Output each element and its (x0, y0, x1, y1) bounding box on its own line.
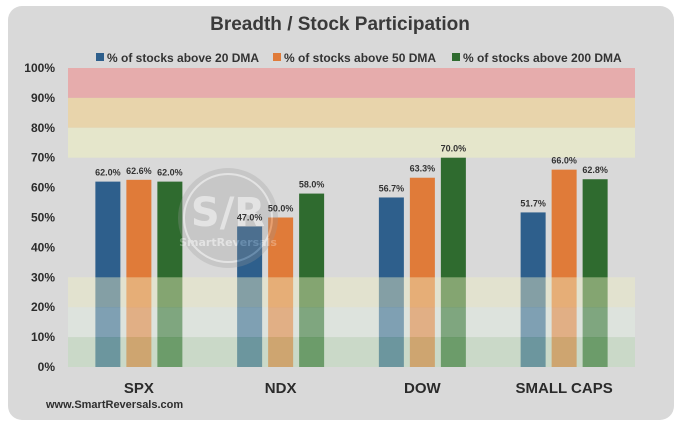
bar-ndx-s0 (237, 226, 263, 367)
bar-spx-s0 (95, 181, 121, 367)
y-tick-label: 90% (31, 91, 55, 105)
footer-url: www.SmartReversals.com (46, 399, 184, 411)
data-label: 58.0% (299, 180, 325, 190)
bar-dow-s0 (378, 197, 404, 367)
data-label: 63.3% (410, 164, 436, 174)
legend-label: % of stocks above 20 DMA (107, 51, 259, 65)
watermark-mark: S/R (191, 190, 265, 236)
legend-label: % of stocks above 50 DMA (284, 51, 436, 65)
bar-ndx-s2 (299, 193, 325, 367)
y-axis: 0% 10% 20% 30% 40% 50% 60% 70% 80% 90% 100% (24, 61, 55, 374)
data-label: 50.0% (268, 204, 294, 214)
data-label: 62.0% (95, 168, 121, 178)
y-tick-label: 10% (31, 330, 55, 344)
watermark-circle (178, 168, 278, 268)
data-label: 56.7% (379, 183, 405, 193)
y-tick-label: 60% (31, 181, 55, 195)
data-label: 62.0% (157, 168, 183, 178)
bar-small-caps-s0 (520, 212, 546, 367)
bar-dow-s2 (440, 157, 466, 367)
bar-spx-s1 (126, 179, 152, 367)
x-category-label: SMALL CAPS (516, 380, 613, 397)
legend-swatch (96, 53, 104, 61)
zone-band-3 (68, 277, 635, 308)
y-tick-label: 0% (38, 360, 56, 374)
legend-swatch (273, 53, 281, 61)
bar-small-caps-s1 (551, 169, 577, 367)
y-tick-label: 30% (31, 270, 55, 284)
zones-overlay (68, 277, 635, 367)
y-tick-label: 80% (31, 121, 55, 135)
y-tick-label: 100% (24, 61, 55, 75)
x-category-label: SPX (124, 380, 154, 397)
y-tick-label: 20% (31, 300, 55, 314)
zone-band-0 (68, 68, 635, 98)
x-axis: SPX NDX DOW SMALL CAPS (124, 380, 613, 397)
zone-band-4 (68, 307, 635, 338)
zone-band-1 (68, 97, 635, 128)
data-label: 62.6% (126, 166, 152, 176)
chart-title: Breadth / Stock Participation (210, 14, 470, 35)
zones-background (68, 68, 635, 158)
bar-dow-s1 (409, 177, 435, 367)
watermark-ring (183, 173, 273, 263)
data-label: 47.0% (237, 212, 263, 222)
data-label: 66.0% (551, 156, 577, 166)
bar-spx-s2 (157, 181, 183, 367)
y-tick-label: 70% (31, 151, 55, 165)
data-label: 70.0% (441, 144, 467, 154)
bar-small-caps-s2 (582, 179, 608, 367)
zone-band-5 (68, 337, 635, 367)
data-label: 62.8% (582, 165, 608, 175)
watermark-name: SmartReversals (179, 236, 277, 249)
x-category-label: NDX (265, 380, 297, 397)
y-tick-label: 40% (31, 240, 55, 254)
zone-band-2 (68, 127, 635, 158)
legend-label: % of stocks above 200 DMA (463, 51, 622, 65)
bars-layer (95, 157, 608, 367)
data-label: 51.7% (520, 198, 546, 208)
watermark-logo: S/R SmartReversals (178, 168, 278, 268)
data-labels-layer: 62.0% 62.6% 62.0% 47.0% 50.0% 58.0% 56.7% 63.3%… (95, 144, 608, 223)
legend: % of stocks above 20 DMA % of stocks abov… (96, 51, 622, 65)
bar-ndx-s1 (268, 217, 294, 367)
legend-swatch (452, 53, 460, 61)
y-tick-label: 50% (31, 211, 55, 225)
x-category-label: DOW (404, 380, 442, 397)
